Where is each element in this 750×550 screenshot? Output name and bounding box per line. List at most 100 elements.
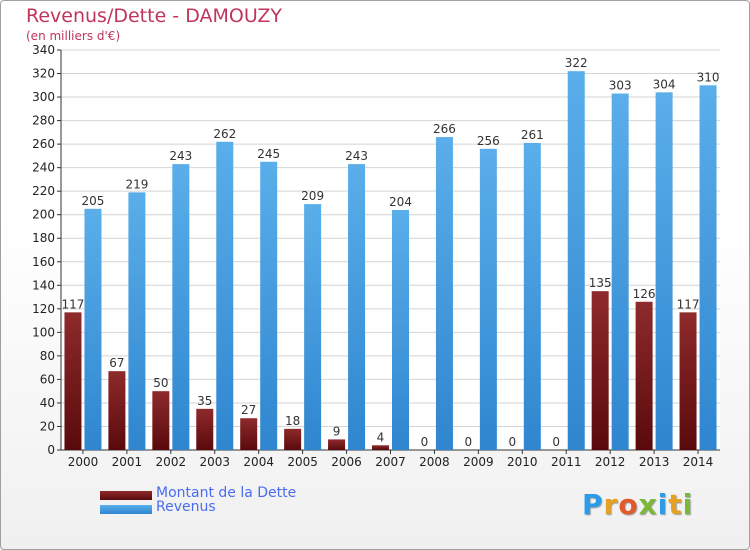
data-label-revenus: 204 bbox=[389, 195, 412, 209]
x-tick-label: 2004 bbox=[243, 455, 274, 469]
data-label-dette: 4 bbox=[377, 430, 385, 444]
chart-subtitle: (en milliers d'€) bbox=[26, 29, 121, 43]
data-label-dette: 0 bbox=[421, 435, 429, 449]
data-label-revenus: 245 bbox=[257, 147, 280, 161]
logo-letter: i bbox=[682, 488, 694, 521]
y-tick-label: 160 bbox=[32, 255, 55, 269]
data-label-dette: 0 bbox=[508, 435, 516, 449]
bar-dette-2006 bbox=[328, 439, 346, 450]
data-label-revenus: 243 bbox=[345, 149, 368, 163]
bar-revenus-2006 bbox=[348, 164, 366, 450]
x-tick-label: 2010 bbox=[507, 455, 538, 469]
legend-swatch-revenus bbox=[100, 505, 152, 514]
x-tick-label: 2007 bbox=[375, 455, 406, 469]
proxiti-logo: Proxiti bbox=[582, 488, 693, 521]
x-tick-label: 2001 bbox=[112, 455, 143, 469]
y-tick-label: 100 bbox=[32, 325, 55, 339]
bar-revenus-2009 bbox=[479, 148, 497, 450]
data-label-dette: 9 bbox=[333, 424, 341, 438]
bar-dette-2012 bbox=[591, 291, 609, 450]
y-tick-label: 60 bbox=[40, 372, 55, 386]
logo-letter: r bbox=[603, 488, 619, 521]
data-label-revenus: 303 bbox=[609, 79, 632, 93]
bar-dette-2007 bbox=[372, 445, 389, 450]
x-tick-label: 2003 bbox=[199, 455, 230, 469]
legend-swatch-dette bbox=[100, 491, 152, 500]
data-label-dette: 135 bbox=[589, 276, 612, 290]
bar-revenus-2008 bbox=[435, 137, 453, 450]
bar-dette-2005 bbox=[284, 428, 302, 450]
x-tick-label: 2011 bbox=[551, 455, 582, 469]
data-label-revenus: 219 bbox=[125, 177, 148, 191]
x-tick-label: 2006 bbox=[331, 455, 362, 469]
data-label-dette: 117 bbox=[62, 297, 85, 311]
bar-revenus-2014 bbox=[699, 85, 717, 450]
bar-revenus-2013 bbox=[655, 92, 673, 451]
data-label-dette: 50 bbox=[153, 376, 168, 390]
data-label-dette: 27 bbox=[241, 403, 256, 417]
data-label-revenus: 256 bbox=[477, 134, 500, 148]
bar-revenus-2004 bbox=[260, 161, 278, 450]
bar-revenus-2007 bbox=[392, 210, 409, 450]
bar-revenus-2005 bbox=[304, 204, 322, 450]
y-tick-label: 0 bbox=[47, 443, 55, 457]
bar-revenus-2010 bbox=[523, 142, 541, 451]
logo-letter: P bbox=[582, 488, 604, 521]
data-label-dette: 35 bbox=[197, 394, 212, 408]
bar-revenus-2001 bbox=[128, 192, 146, 450]
y-tick-label: 220 bbox=[32, 184, 55, 198]
data-label-dette: 0 bbox=[465, 435, 473, 449]
logo-letter: t bbox=[668, 488, 683, 521]
data-label-revenus: 322 bbox=[565, 56, 588, 70]
data-label-dette: 18 bbox=[285, 414, 300, 428]
data-label-dette: 67 bbox=[109, 356, 124, 370]
data-label-dette: 117 bbox=[677, 297, 700, 311]
x-tick-label: 2008 bbox=[419, 455, 450, 469]
bar-revenus-2011 bbox=[567, 71, 585, 451]
y-tick-label: 320 bbox=[32, 67, 55, 81]
bar-revenus-2000 bbox=[84, 208, 102, 450]
bar-dette-2000 bbox=[64, 312, 82, 450]
chart-title: Revenus/Dette - DAMOUZY bbox=[26, 5, 283, 27]
y-tick-label: 200 bbox=[32, 208, 55, 222]
x-tick-label: 2000 bbox=[68, 455, 99, 469]
y-tick-label: 260 bbox=[32, 137, 55, 151]
logo-letter: i bbox=[657, 488, 669, 521]
data-label-revenus: 209 bbox=[301, 189, 324, 203]
x-tick-label: 2002 bbox=[156, 455, 187, 469]
x-tick-label: 2009 bbox=[463, 455, 494, 469]
bar-revenus-2012 bbox=[611, 93, 629, 450]
y-tick-label: 300 bbox=[32, 90, 55, 104]
data-label-revenus: 261 bbox=[521, 128, 544, 142]
y-tick-label: 80 bbox=[40, 349, 55, 363]
data-label-revenus: 266 bbox=[433, 122, 456, 136]
y-tick-label: 40 bbox=[40, 396, 55, 410]
data-label-dette: 0 bbox=[552, 435, 560, 449]
logo-letter: o bbox=[618, 488, 639, 521]
logo-letter: x bbox=[638, 488, 658, 521]
legend-label-revenus: Revenus bbox=[156, 499, 216, 515]
y-tick-label: 120 bbox=[32, 302, 55, 316]
data-label-dette: 126 bbox=[633, 287, 656, 301]
bar-revenus-2002 bbox=[172, 164, 190, 450]
x-tick-label: 2012 bbox=[595, 455, 626, 469]
y-tick-label: 280 bbox=[32, 114, 55, 128]
bar-dette-2014 bbox=[679, 312, 697, 450]
bar-dette-2013 bbox=[635, 301, 653, 450]
data-label-revenus: 304 bbox=[653, 77, 676, 91]
bar-dette-2002 bbox=[152, 391, 170, 450]
plot-area bbox=[61, 50, 720, 450]
data-label-revenus: 205 bbox=[82, 194, 105, 208]
y-tick-label: 180 bbox=[32, 231, 55, 245]
bar-revenus-2003 bbox=[216, 141, 234, 450]
x-tick-label: 2005 bbox=[287, 455, 318, 469]
y-tick-label: 140 bbox=[32, 278, 55, 292]
y-tick-label: 240 bbox=[32, 161, 55, 175]
data-label-revenus: 243 bbox=[169, 149, 192, 163]
y-tick-label: 20 bbox=[40, 419, 55, 433]
y-tick-label: 340 bbox=[32, 43, 55, 57]
x-tick-label: 2013 bbox=[639, 455, 670, 469]
bar-dette-2001 bbox=[108, 371, 126, 450]
data-label-revenus: 262 bbox=[213, 127, 236, 141]
